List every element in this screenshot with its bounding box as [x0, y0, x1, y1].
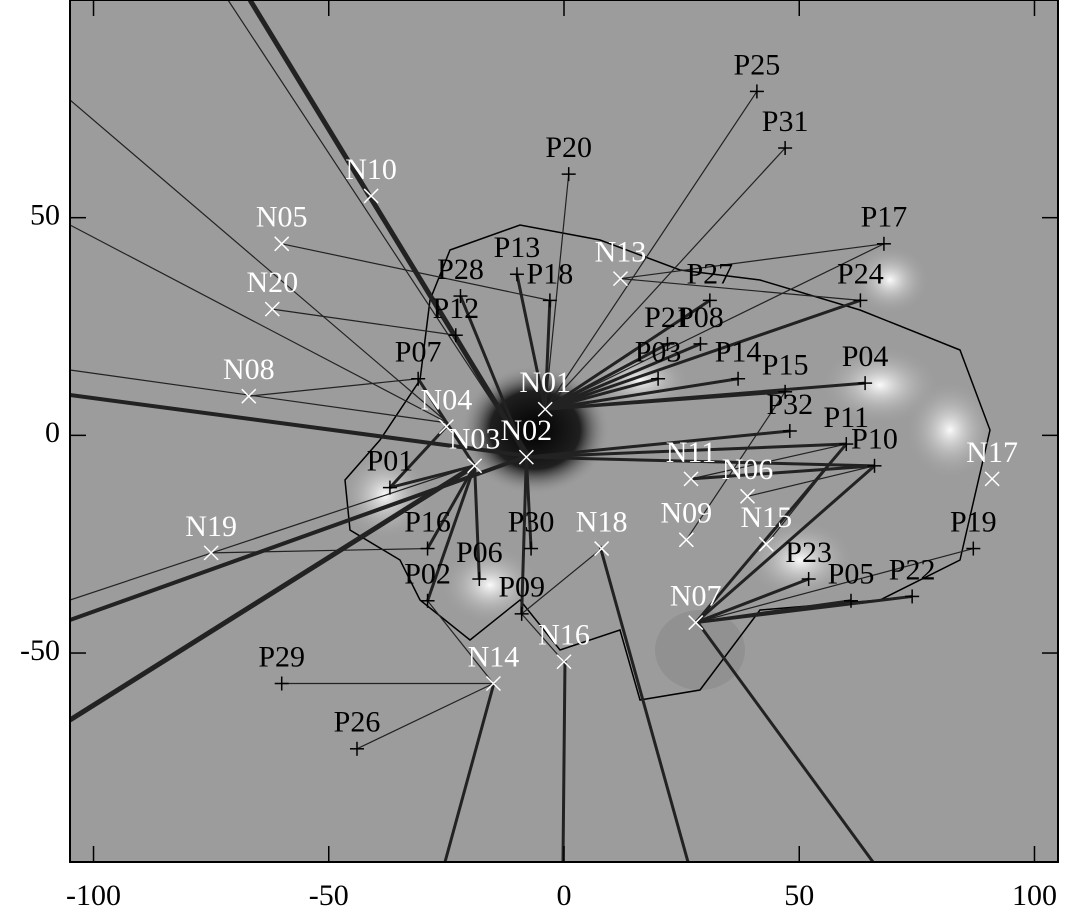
source-label: P10 [851, 423, 898, 456]
source-label: P32 [766, 388, 813, 421]
source-label: N03 [449, 423, 501, 456]
source-label: P01 [367, 444, 414, 477]
source-label: P07 [395, 336, 442, 369]
x-tick-label: -100 [66, 879, 121, 912]
source-label: P03 [635, 336, 682, 369]
chart: P25P31P20P17N10N05N13P13P18P28P27P24N20P… [0, 0, 1068, 918]
source-label: N02 [501, 414, 553, 447]
x-tick-label: 100 [1012, 879, 1057, 912]
source-label: N06 [722, 453, 774, 486]
source-label: P29 [258, 640, 305, 673]
source-label: P17 [861, 201, 908, 234]
source-label: P16 [404, 505, 451, 538]
source-label: N05 [256, 201, 308, 234]
source-label: N14 [468, 640, 520, 673]
source-label: N17 [966, 436, 1018, 469]
x-tick-label: 0 [557, 879, 572, 912]
source-label: P20 [545, 131, 592, 164]
source-label: P27 [687, 257, 734, 290]
source-label: P05 [828, 558, 875, 591]
source-label: N16 [538, 619, 590, 652]
source-label: P30 [508, 505, 555, 538]
source-label: N09 [660, 497, 712, 530]
source-label: N13 [595, 236, 647, 269]
source-label: N18 [576, 505, 628, 538]
y-tick-label: 0 [45, 416, 60, 449]
field-line [563, 660, 565, 862]
source-label: N10 [345, 153, 397, 186]
source-label: P08 [677, 301, 724, 334]
source-label: P12 [432, 292, 479, 325]
source-label: P31 [762, 105, 809, 138]
source-label: P23 [785, 536, 832, 569]
source-label: P15 [762, 349, 809, 382]
source-label: P04 [842, 340, 889, 373]
x-tick-label: -50 [309, 879, 349, 912]
source-label: N07 [670, 579, 722, 612]
source-label: P02 [404, 558, 451, 591]
source-label: P19 [950, 505, 997, 538]
source-label: P09 [498, 571, 545, 604]
source-label: N19 [185, 510, 237, 543]
x-tick-label: 50 [784, 879, 814, 912]
source-label: P18 [527, 257, 574, 290]
source-label: P28 [437, 253, 484, 286]
source-label: N20 [246, 266, 298, 299]
source-label: P26 [334, 706, 381, 739]
source-label: N04 [421, 384, 473, 417]
source-label: P24 [837, 257, 884, 290]
y-tick-label: 50 [30, 199, 60, 232]
source-label: N15 [740, 501, 792, 534]
source-label: P14 [715, 336, 762, 369]
source-label: N11 [666, 436, 717, 469]
source-label: N08 [223, 353, 275, 386]
source-label: P06 [456, 536, 503, 569]
source-label: N01 [519, 366, 571, 399]
y-tick-label: -50 [20, 634, 60, 667]
source-label: P25 [734, 48, 781, 81]
source-label: P22 [889, 553, 936, 586]
